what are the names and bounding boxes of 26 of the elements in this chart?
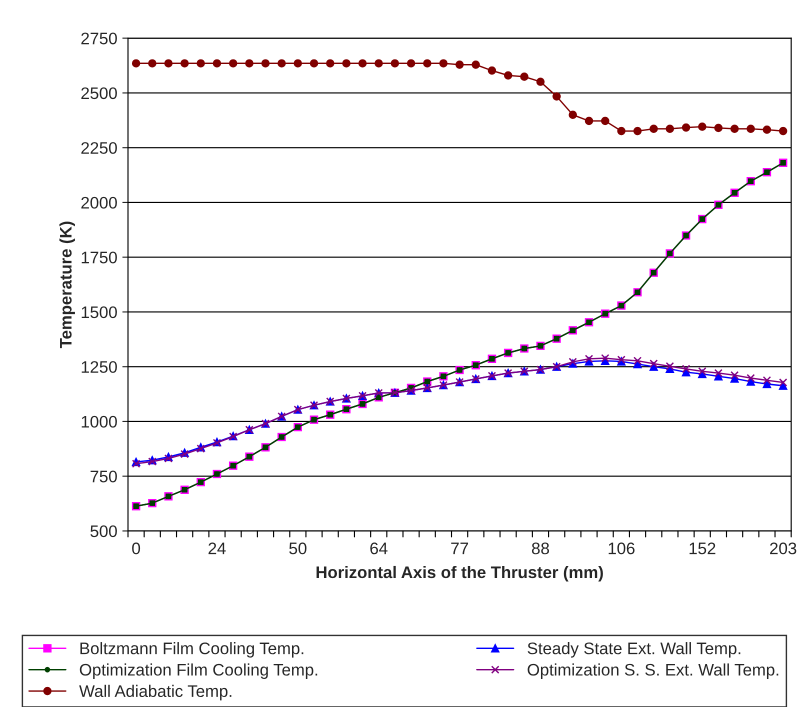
legend-label: Boltzmann Film Cooling Temp. (80, 642, 304, 658)
x-tick-label: 88 (532, 542, 550, 554)
x-tick-label: 106 (608, 542, 635, 554)
legend-label: Optimization S. S. Ext. Wall Temp. (528, 663, 778, 679)
x-tick-label: 50 (289, 542, 306, 554)
x-tick-label: 64 (370, 542, 388, 554)
legend-label: Steady State Ext. Wall Temp. (528, 642, 740, 658)
legend-label: Optimization Film Cooling Temp. (80, 663, 318, 679)
y-tick-label: 2750 (81, 32, 117, 44)
y-tick-label: 500 (90, 525, 117, 538)
y-tick-label: 2000 (81, 196, 117, 209)
x-tick-label: 152 (690, 542, 716, 554)
x-tick-label: 24 (208, 542, 226, 554)
y-tick-label: 1500 (82, 306, 117, 318)
x-tick-label: 77 (451, 542, 468, 554)
y-tick-label: 750 (90, 470, 117, 482)
y-axis-title: Temperature (K) (59, 222, 75, 348)
y-tick-label: 1000 (82, 416, 117, 428)
x-tick-label: 0 (132, 542, 140, 554)
legend-label: Wall Adiabatic Temp. (79, 684, 232, 700)
y-tick-label: 2250 (81, 142, 117, 154)
x-tick-label: 203 (770, 542, 796, 554)
x-axis-title: Horizontal Axis of the Thruster (mm) (316, 566, 603, 582)
y-tick-label: 2500 (81, 87, 117, 100)
y-tick-label: 1250 (82, 361, 117, 373)
y-tick-label: 1750 (82, 252, 117, 264)
